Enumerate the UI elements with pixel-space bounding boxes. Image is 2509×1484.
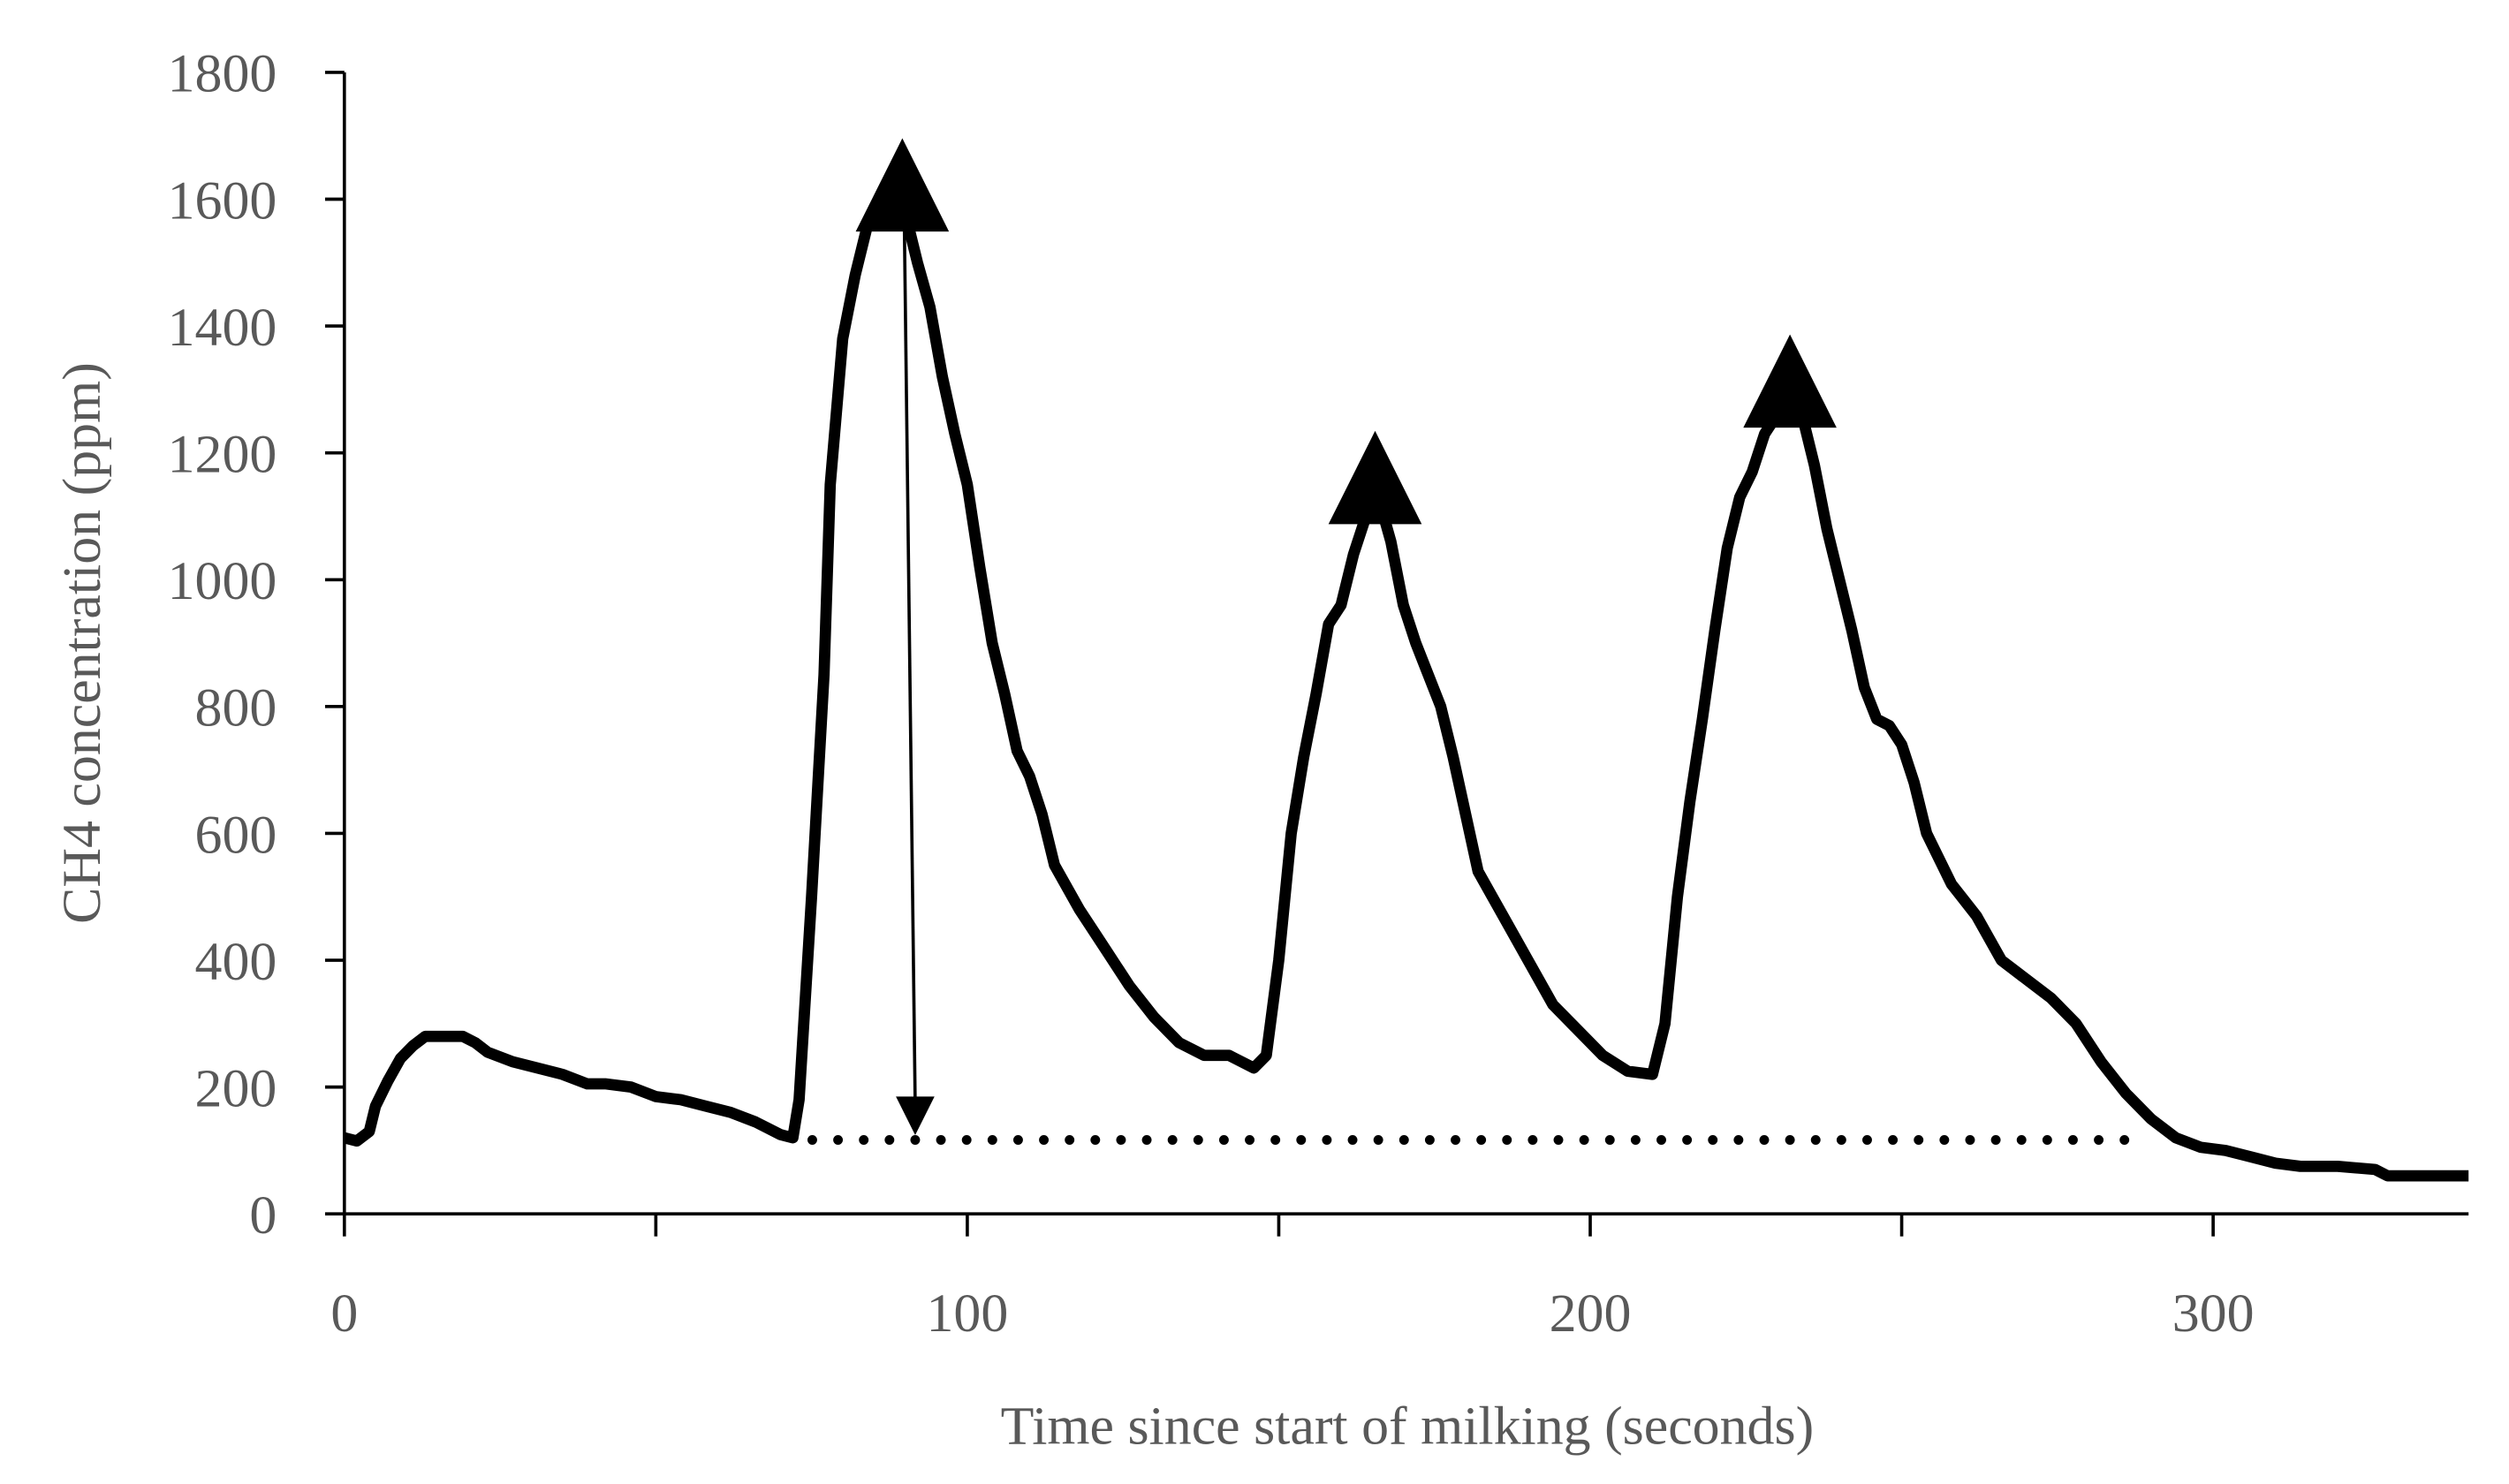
peak-marker: [1743, 334, 1837, 428]
arrow-head: [896, 1096, 935, 1136]
y-tick-label: 0: [249, 1185, 277, 1246]
x-tick-label: 300: [2172, 1283, 2255, 1344]
data-line: [343, 193, 2469, 1182]
y-axis-title: CH4 concentration (ppm): [52, 362, 112, 924]
y-tick-label: 1200: [168, 425, 277, 485]
y-tick-label: 200: [195, 1058, 277, 1118]
x-tick-label: 200: [1550, 1283, 1632, 1344]
peak-marker: [855, 138, 950, 232]
peak-marker: [1328, 430, 1422, 525]
y-tick-label: 1600: [168, 170, 277, 231]
y-tick-label: 1400: [168, 298, 277, 358]
y-tick-label: 600: [195, 805, 277, 865]
y-tick-label: 1800: [168, 44, 277, 104]
x-axis-title: Time since start of milking (seconds): [1001, 1396, 1815, 1456]
y-tick-label: 400: [195, 932, 277, 992]
range-arrow: [902, 193, 917, 1107]
x-tick-label: 100: [926, 1283, 1008, 1344]
y-tick-label: 1000: [168, 551, 277, 611]
y-tick-label: 800: [195, 678, 277, 738]
annotations: [807, 138, 2144, 1145]
x-tick-label: 0: [330, 1283, 358, 1344]
